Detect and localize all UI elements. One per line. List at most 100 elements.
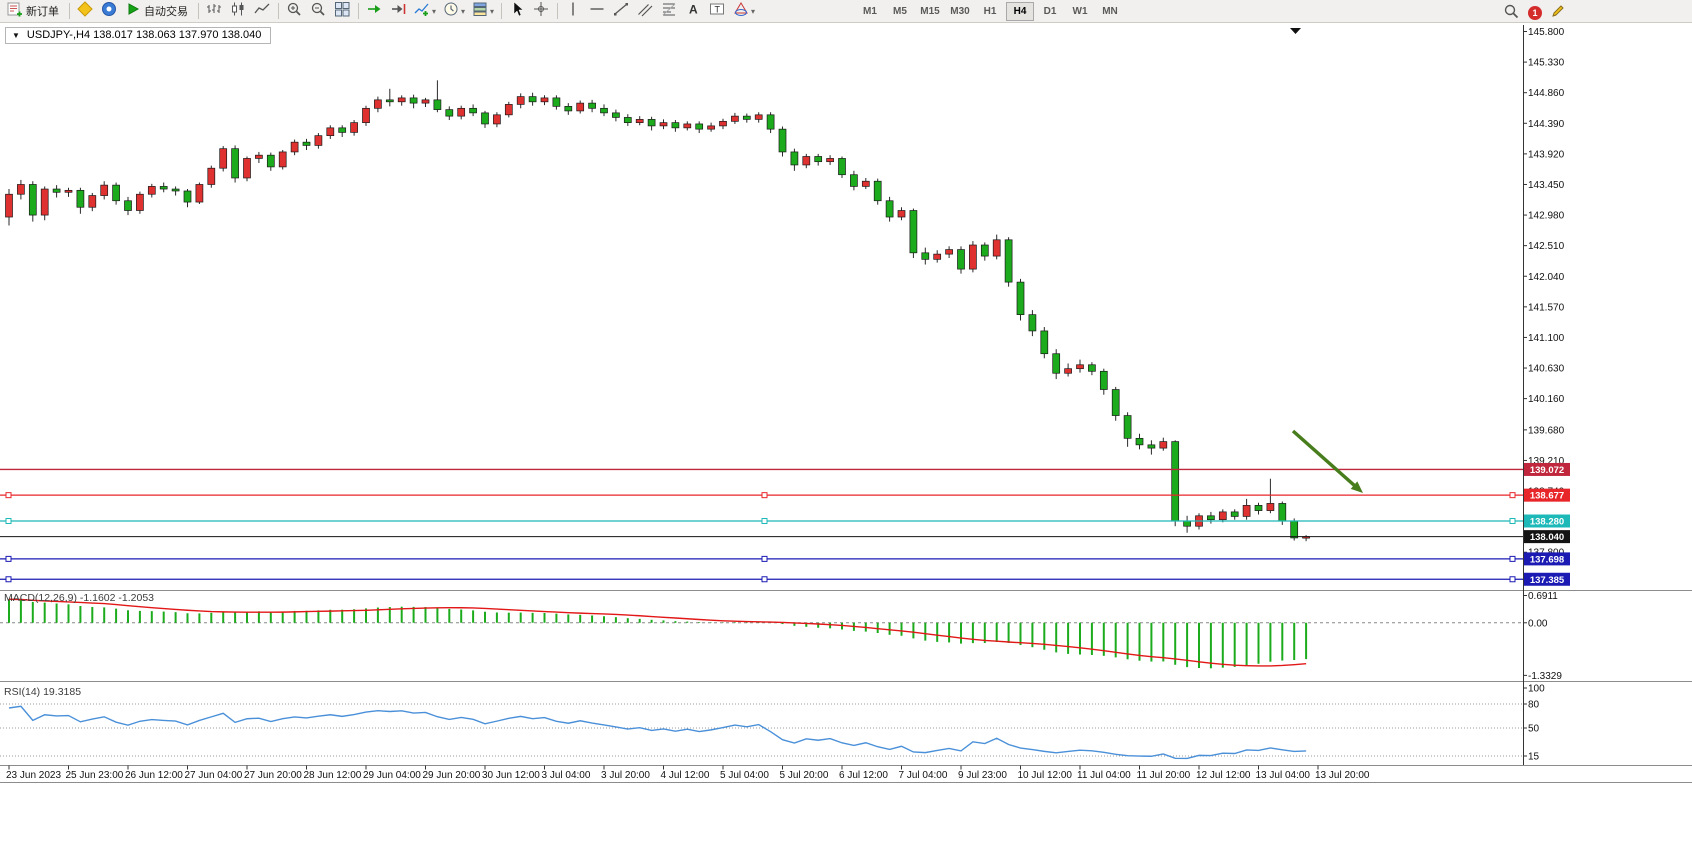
line-handle[interactable] [761,492,768,499]
toolbar-separator [557,3,559,19]
rsi-panel [0,703,1523,760]
horizontal-line-137.385[interactable] [0,576,1523,583]
timeframe-m15-button[interactable]: M15 [920,6,940,17]
chevron-down-icon[interactable]: ▾ [461,6,466,16]
candle [1242,498,1251,520]
crosshair-button[interactable] [530,0,553,22]
hlines-layer[interactable] [0,468,1523,583]
candle [1052,349,1061,380]
candle [1040,327,1049,359]
line-handle[interactable] [1509,518,1516,525]
auto-scroll-button[interactable] [363,0,386,22]
candle [635,116,644,126]
line-handle[interactable] [1509,576,1516,583]
candle [100,181,109,200]
chevron-down-icon[interactable]: ▾ [490,6,495,16]
candle [766,112,775,134]
horizontal-line-138.677[interactable] [0,492,1523,499]
timeframe-h4-button[interactable]: H4 [1006,2,1034,21]
metaeditor-button[interactable] [74,0,97,22]
chart-area[interactable]: 145.800 145.330 144.860 144.390 143.920 143.4… [0,23,1692,848]
price-axis[interactable]: 145.800 145.330 144.860 144.390 143.920 143.4… [1523,27,1565,559]
timeframe-m1-button[interactable]: M1 [863,6,877,17]
line-handle[interactable] [1509,492,1516,499]
line-handle[interactable] [5,555,12,562]
price-axis-label: 143.450 [1528,180,1565,191]
community-button[interactable] [98,0,121,22]
edit-button[interactable] [1547,2,1570,24]
price-tag: 139.072 [1524,462,1570,476]
candle [243,156,251,182]
line-handle[interactable] [5,576,12,583]
price-axis-label: 144.860 [1528,88,1565,99]
candle [814,153,823,166]
label-tool-button[interactable]: T [706,0,729,22]
chart-title-box: ▼ USDJPY-,H4 138.017 138.063 137.970 138… [5,27,272,44]
line-handle[interactable] [761,518,768,525]
line-handle[interactable] [5,518,12,525]
line-chart-button[interactable] [251,0,274,22]
candle [362,105,370,126]
templates-button[interactable]: ▾ [469,0,497,22]
candle [969,241,977,273]
candle [302,138,311,150]
candle-chart-button[interactable] [227,0,250,22]
indicators-button[interactable]: ▾ [411,0,439,22]
chevron-down-icon[interactable]: ▾ [432,6,437,16]
vertical-line-button[interactable] [562,0,585,22]
timeframe-d1-button[interactable]: D1 [1043,6,1057,17]
candle [159,182,168,193]
search-icon [1503,3,1520,24]
channel-button[interactable] [634,0,657,22]
new-order-button[interactable]: 新订单 [4,0,65,22]
fibonacci-button[interactable] [658,0,681,22]
search-button[interactable] [1500,2,1523,24]
periods-button[interactable]: ▾ [440,0,468,22]
candle [1290,518,1299,541]
horizontal-line-138.280[interactable] [0,518,1523,525]
candle [980,242,989,261]
auto-trading-button[interactable]: 自动交易 [122,0,194,22]
svg-text:138.280: 138.280 [1530,517,1564,528]
timeframe-m30-button[interactable]: M30 [950,6,970,17]
zoom-in-button[interactable] [283,0,306,22]
candle [861,177,870,190]
zoom-out-button[interactable] [307,0,330,22]
timeframe-h1-button[interactable]: H1 [983,6,997,17]
bar-chart-button[interactable] [203,0,226,22]
line-handle[interactable] [761,576,768,583]
candle [623,114,632,126]
template-icon [472,1,489,22]
chevron-down-icon[interactable]: ▾ [751,6,756,16]
indicator-axis[interactable]: 0.6911 0.00 -1.3329 100 80 50 15 [1523,591,1562,763]
line-handle[interactable] [5,492,12,499]
horizontal-line-137.698[interactable] [0,555,1523,562]
line-handle[interactable] [761,555,768,562]
time-axis-label: 4 Jul 12:00 [661,770,710,781]
timeframe-w1-button[interactable]: W1 [1072,6,1088,17]
candle [695,121,704,134]
candle [671,120,680,132]
notification-badge[interactable]: 1 [1528,6,1542,20]
price-tags: 139.072 138.677 138.280 138.040 137.698 137.3… [1524,462,1570,586]
candle [909,208,918,259]
trendline-button[interactable] [610,0,633,22]
horizontal-line-button[interactable] [586,0,609,22]
timeframe-mn-button[interactable]: MN [1102,6,1118,17]
candle [421,97,430,108]
line-handle[interactable] [1509,555,1516,562]
one-click-trading-toggle[interactable]: ▼ [12,30,20,40]
shapes-button[interactable]: ▾ [730,0,758,22]
text-tool-button[interactable]: A [682,0,705,22]
candle [647,116,656,131]
candle [1088,362,1096,376]
chart-shift-marker-icon[interactable] [1290,28,1301,34]
time-axis-label: 11 Jul 04:00 [1077,770,1131,781]
timeframe-m5-button[interactable]: M5 [893,6,907,17]
tile-windows-button[interactable] [331,0,354,22]
time-axis[interactable]: 23 Jun 2023 25 Jun 23:00 26 Jun 12:00 27 Ju… [6,765,1370,782]
cursor-button[interactable] [506,0,529,22]
chart-window[interactable]: 145.800 145.330 144.860 144.390 143.920 143.4… [0,23,1692,848]
chart-shift-button[interactable] [387,0,410,22]
arrow-annotation[interactable] [1291,429,1363,493]
